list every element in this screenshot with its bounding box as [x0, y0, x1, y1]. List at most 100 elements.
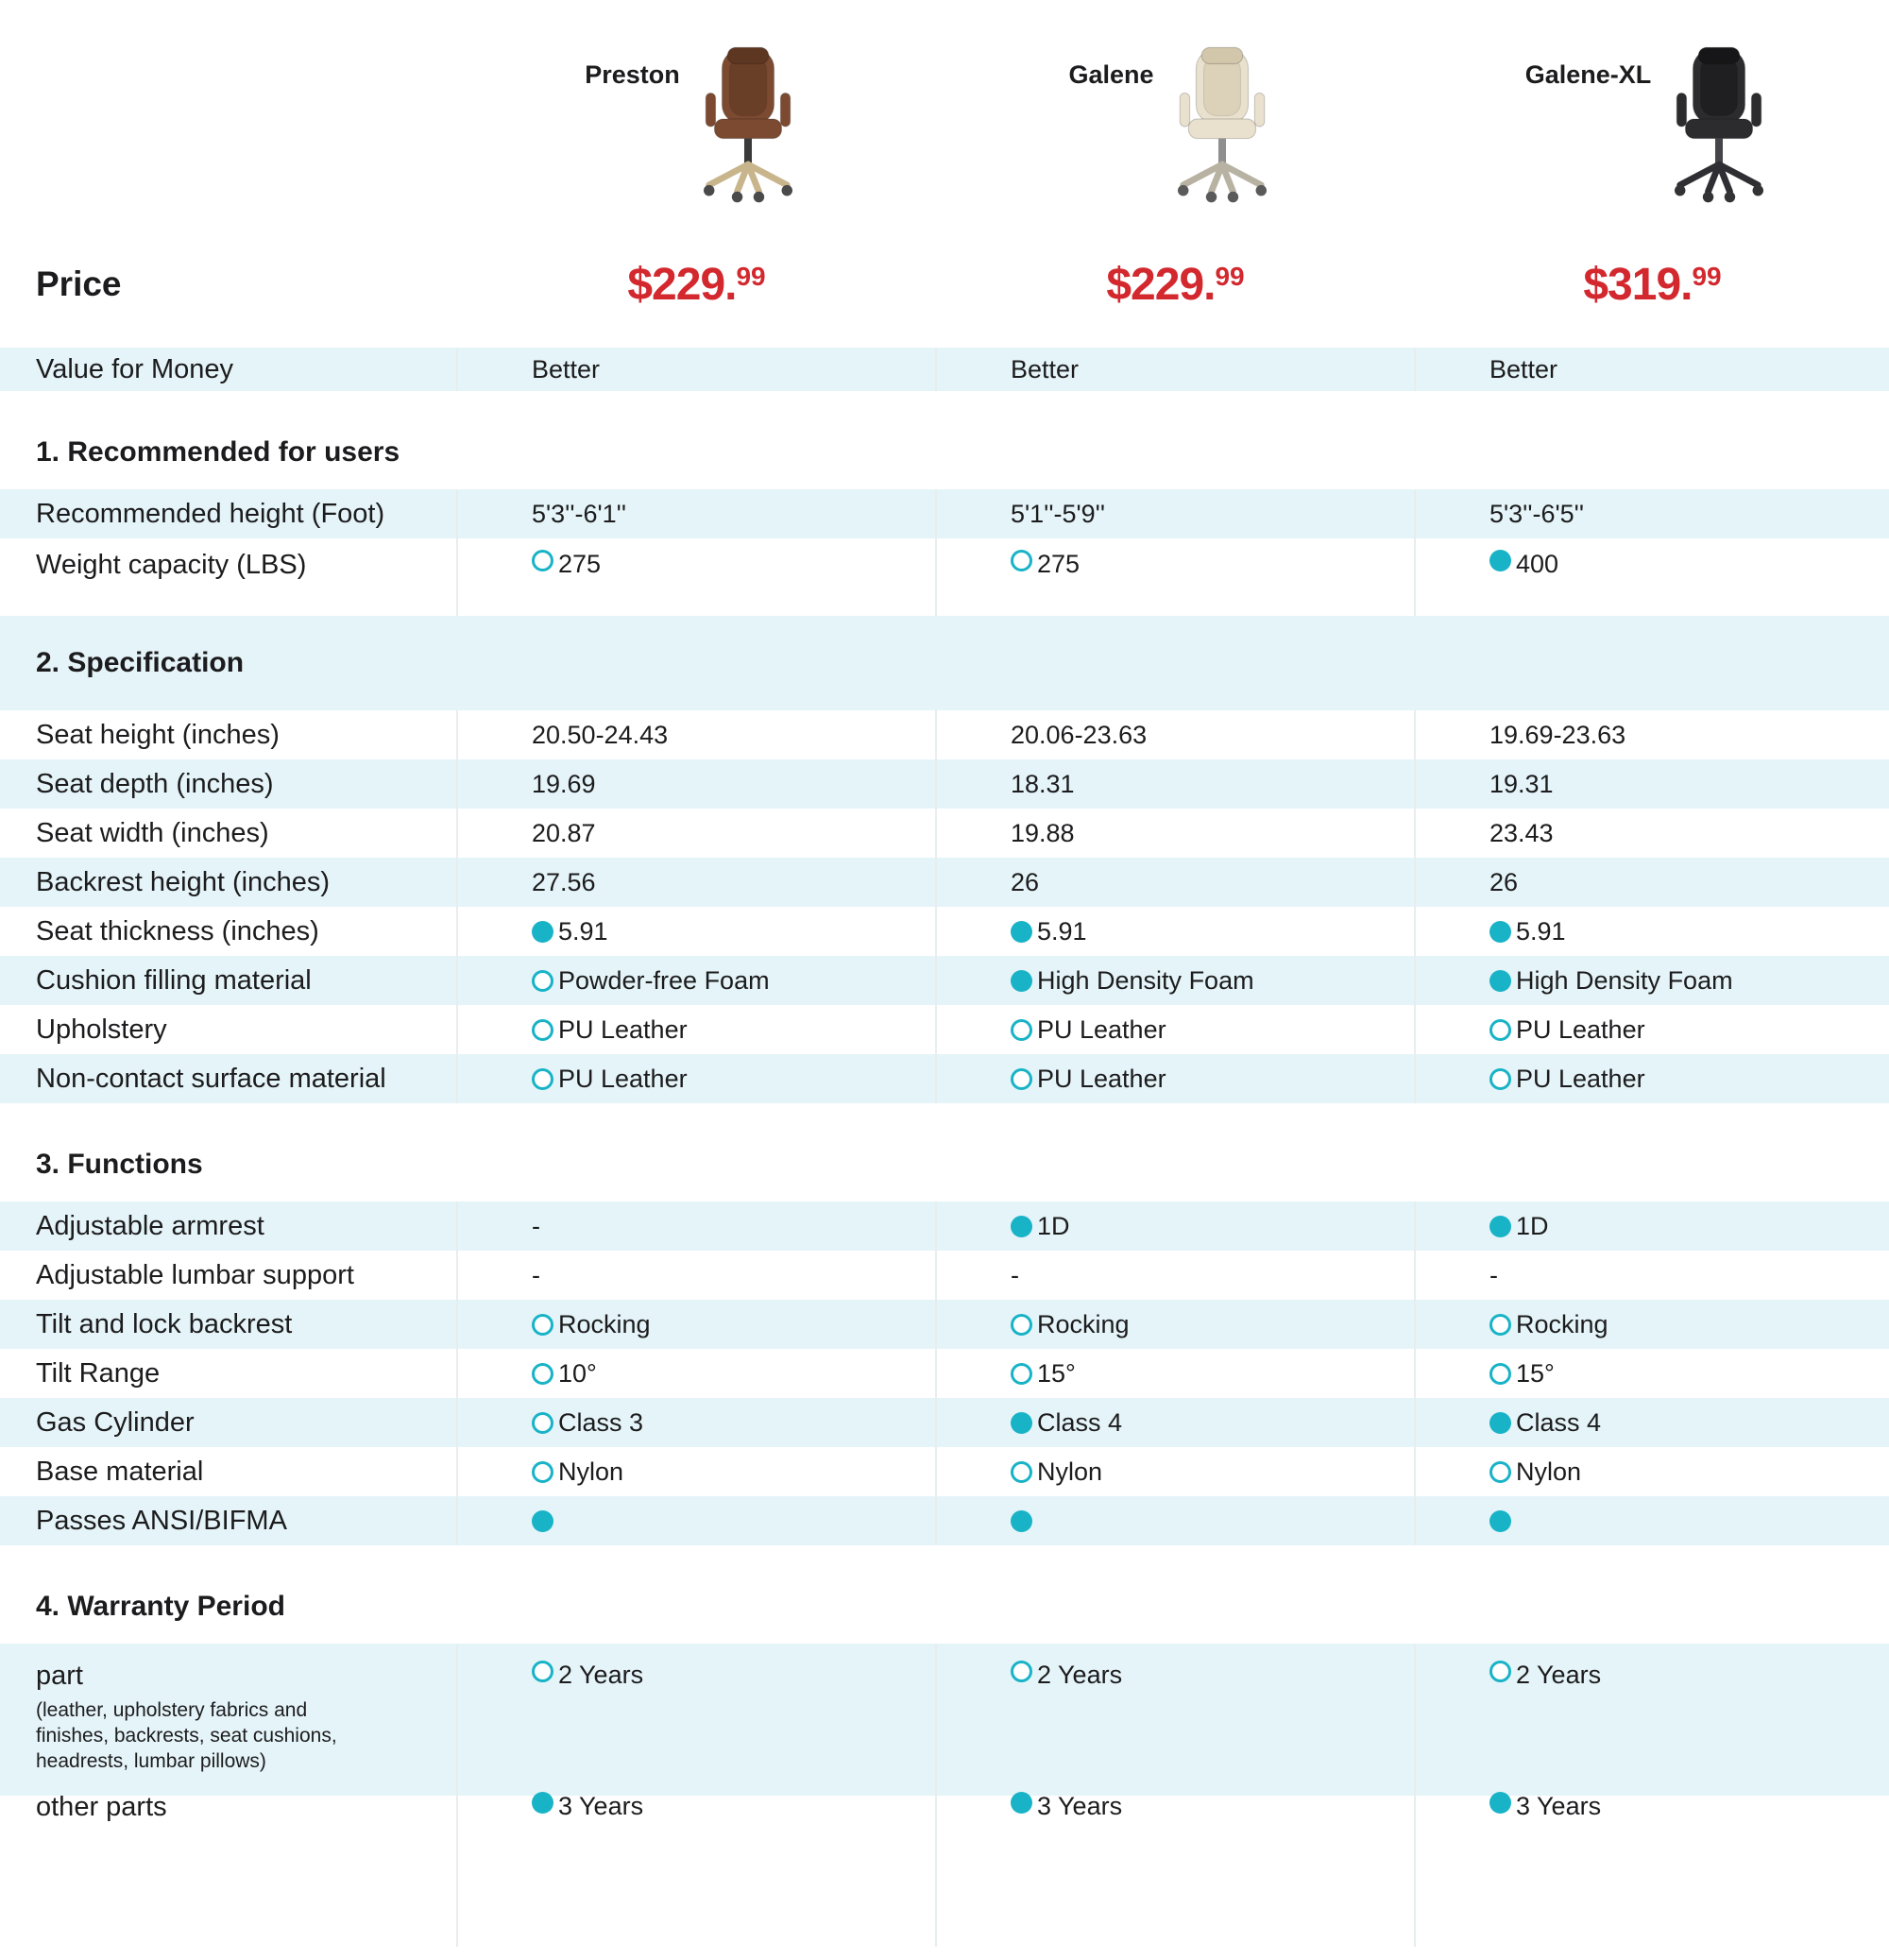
row-value-cell-galene-xl: 5'3''-6'5'' — [1416, 489, 1889, 538]
header-spacer — [0, 45, 456, 244]
row-value: Rocking — [1037, 1309, 1130, 1338]
table-row-tilt-and-lock-backrest: Tilt and lock backrest Rocking Rocking Rock… — [0, 1300, 1889, 1349]
table-row-passes-ansi-bifma: Passes ANSI/BIFMA — [0, 1496, 1889, 1545]
table-row-backrest-height-inches: Backrest height (inches) 27.56 26 26 — [0, 858, 1889, 907]
outline-dot-icon — [1011, 1460, 1032, 1483]
row-value-cell-galene: High Density Foam — [937, 956, 1414, 1005]
row-label: other parts — [36, 1792, 167, 1822]
row-value-cell-galene: 1D — [937, 1202, 1414, 1251]
row-label: Seat width (inches) — [36, 817, 269, 848]
row-value-cell-galene: PU Leather — [937, 1054, 1414, 1103]
row-value: 5.91 — [1516, 916, 1566, 946]
row-value: 26 — [1489, 867, 1519, 896]
row-value: 15° — [1516, 1358, 1555, 1388]
row-value: PU Leather — [558, 1014, 688, 1044]
row-value-cell-galene-xl: 5.91 — [1416, 907, 1889, 956]
row-value-cell-galene-xl: PU Leather — [1416, 1054, 1889, 1103]
row-value-cell-galene: Nylon — [937, 1447, 1414, 1496]
price-dollars: $319. — [1583, 259, 1693, 310]
row-value-cell-preston: 5.91 — [458, 907, 935, 956]
row-value-cell-preston: PU Leather — [458, 1005, 935, 1054]
row-value: 19.69-23.63 — [1489, 720, 1626, 749]
row-value: Nylon — [558, 1457, 624, 1486]
row-value-cell-galene: PU Leather — [937, 1005, 1414, 1054]
row-value: Class 4 — [1516, 1407, 1602, 1437]
row-value: Nylon — [1516, 1457, 1582, 1486]
table-row-adjustable-lumbar-support: Adjustable lumbar support - - - — [0, 1251, 1889, 1300]
row-value-cell-galene-xl — [1416, 1496, 1889, 1545]
row-value: PU Leather — [1037, 1064, 1166, 1093]
row-label-cell: Non-contact surface material — [0, 1054, 456, 1103]
row-value: 3 Years — [558, 1792, 644, 1820]
row-label-cell: Seat thickness (inches) — [0, 907, 456, 956]
row-value-cell-galene-xl: 23.43 — [1416, 809, 1889, 858]
row-value: 5'3''-6'5'' — [1489, 499, 1584, 528]
section-title-4-warranty-period: 4. Warranty Period — [0, 1545, 1889, 1644]
outline-dot-icon — [1489, 1067, 1511, 1090]
row-value-cell-galene-xl: 19.31 — [1416, 759, 1889, 809]
row-value: 26 — [1011, 867, 1040, 896]
row-value: 15° — [1037, 1358, 1076, 1388]
filled-dot-icon — [1489, 1509, 1511, 1532]
office-chair-image — [703, 46, 792, 203]
filled-dot-icon — [1011, 969, 1032, 992]
product-header-galene-xl: Galene-XL — [1416, 45, 1889, 244]
row-label-cell: Gas Cylinder — [0, 1398, 456, 1447]
filled-dot-icon — [1011, 1792, 1032, 1814]
row-value-cell-galene: 3 Years — [937, 1779, 1414, 1960]
price-cents: 99 — [1692, 261, 1722, 291]
row-value-cell-galene: 18.31 — [937, 759, 1414, 809]
outline-dot-icon — [532, 550, 553, 571]
price-dollars: $229. — [627, 259, 737, 310]
filled-dot-icon — [1489, 1215, 1511, 1237]
table-row-value-for-money: Value for Money Better Better Better — [0, 348, 1889, 391]
row-value-cell-galene-xl: 400 — [1416, 538, 1889, 627]
filled-dot-icon — [1011, 1411, 1032, 1434]
outline-dot-icon — [1489, 1661, 1511, 1682]
table-row-weight-capacity-lbs: Weight capacity (LBS) 275 275 400 — [0, 538, 1889, 616]
row-value: 5.91 — [1037, 916, 1087, 946]
row-value: 3 Years — [1516, 1792, 1602, 1820]
row-value-cell-galene: 20.06-23.63 — [937, 710, 1414, 759]
comparison-table: Value for Money Better Better Better 1. Reco… — [0, 348, 1889, 1947]
row-label: Gas Cylinder — [36, 1406, 195, 1438]
row-value: 3 Years — [1037, 1792, 1123, 1820]
outline-dot-icon — [1011, 1018, 1032, 1041]
row-value-cell-preston: PU Leather — [458, 1054, 935, 1103]
price-row: Price $229. 99 $229. 99 $319. 99 — [0, 244, 1889, 325]
row-label: Seat height (inches) — [36, 719, 280, 750]
row-value: 5.91 — [558, 916, 608, 946]
row-value-cell-galene: Class 4 — [937, 1398, 1414, 1447]
row-value: High Density Foam — [1516, 965, 1733, 995]
outline-dot-icon — [1011, 550, 1032, 571]
outline-dot-icon — [532, 1411, 553, 1434]
row-value: Powder-free Foam — [558, 965, 770, 995]
row-value: Better — [1011, 354, 1080, 383]
row-value: Better — [532, 354, 601, 383]
row-label-cell: Weight capacity (LBS) — [0, 538, 456, 627]
row-label-cell: Value for Money — [0, 348, 456, 391]
row-value: 1D — [1037, 1211, 1070, 1240]
row-label-cell: Backrest height (inches) — [0, 858, 456, 907]
outline-dot-icon — [532, 1362, 553, 1385]
row-value: 2 Years — [558, 1661, 644, 1689]
row-value-cell-preston: 10° — [458, 1349, 935, 1398]
row-value-cell-galene-xl: High Density Foam — [1416, 956, 1889, 1005]
row-value: Better — [1489, 354, 1558, 383]
row-value-cell-preston: Better — [458, 348, 935, 391]
price-galene-xl: $319. 99 — [1416, 259, 1889, 311]
row-label: Value for Money — [36, 353, 234, 384]
table-row-other-parts: other parts 3 Years 3 Years 3 Years — [0, 1779, 1889, 1947]
product-header-preston: Preston — [458, 45, 935, 244]
row-value: 10° — [558, 1358, 597, 1388]
row-label-cell: Passes ANSI/BIFMA — [0, 1496, 456, 1545]
outline-dot-icon — [532, 1018, 553, 1041]
row-value-cell-galene-xl: Nylon — [1416, 1447, 1889, 1496]
row-label: Seat thickness (inches) — [36, 915, 319, 946]
row-value-cell-preston: 20.50-24.43 — [458, 710, 935, 759]
row-value-cell-preston: - — [458, 1251, 935, 1300]
table-row-upholstery: Upholstery PU Leather PU Leather PU Leather — [0, 1005, 1889, 1054]
filled-dot-icon — [1489, 1792, 1511, 1814]
row-value-cell-preston: Powder-free Foam — [458, 956, 935, 1005]
row-label: Base material — [36, 1456, 204, 1487]
